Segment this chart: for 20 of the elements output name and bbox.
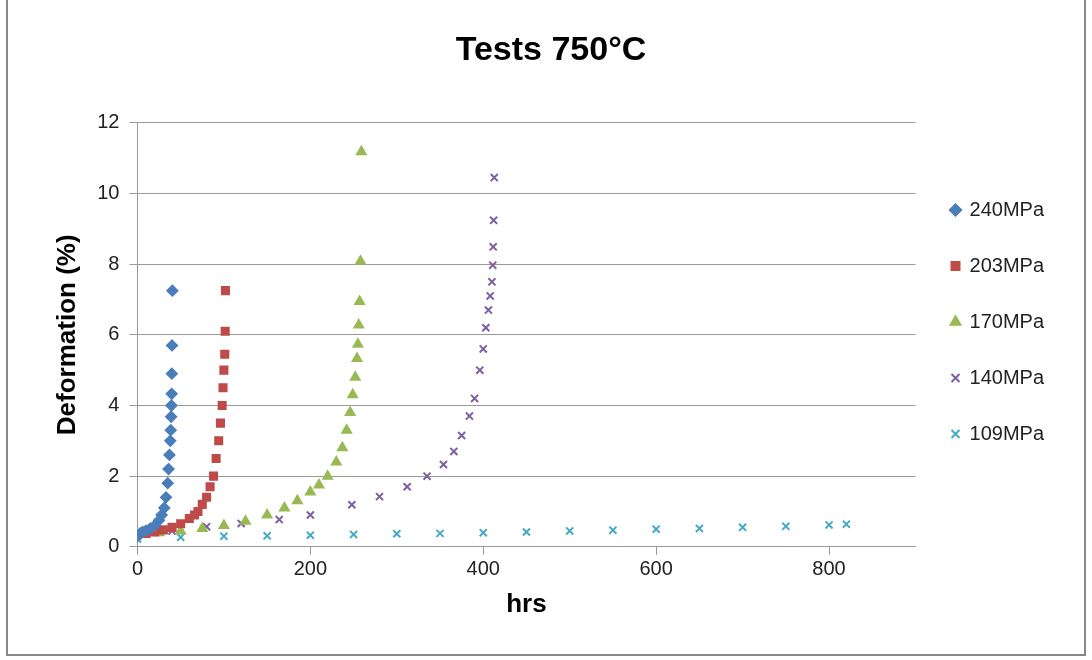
y-tick-label: 6 — [108, 322, 120, 345]
y-axis-title: Deformation (%) — [50, 234, 81, 436]
legend-label: 240MPa — [969, 197, 1045, 220]
y-tick-label: 0 — [108, 534, 120, 557]
x-tick-label: 800 — [812, 557, 846, 580]
x-tick-label: 600 — [639, 557, 673, 580]
legend-label: 203MPa — [969, 253, 1045, 276]
y-tick-label: 4 — [108, 392, 120, 415]
legend-label: 170MPa — [969, 309, 1045, 332]
x-tick-label: 400 — [466, 557, 500, 580]
y-tick-label: 2 — [108, 463, 120, 486]
y-tick-label: 8 — [108, 251, 120, 274]
legend-label: 109MPa — [969, 421, 1045, 444]
x-tick-label: 0 — [131, 557, 144, 580]
x-tick-label: 200 — [293, 557, 328, 580]
y-tick-label: 10 — [97, 180, 120, 203]
y-tick-label: 12 — [97, 110, 120, 133]
chart-title: Tests 750°C — [455, 28, 647, 67]
x-axis-title: hrs — [506, 587, 547, 618]
legend-label: 140MPa — [969, 365, 1045, 388]
